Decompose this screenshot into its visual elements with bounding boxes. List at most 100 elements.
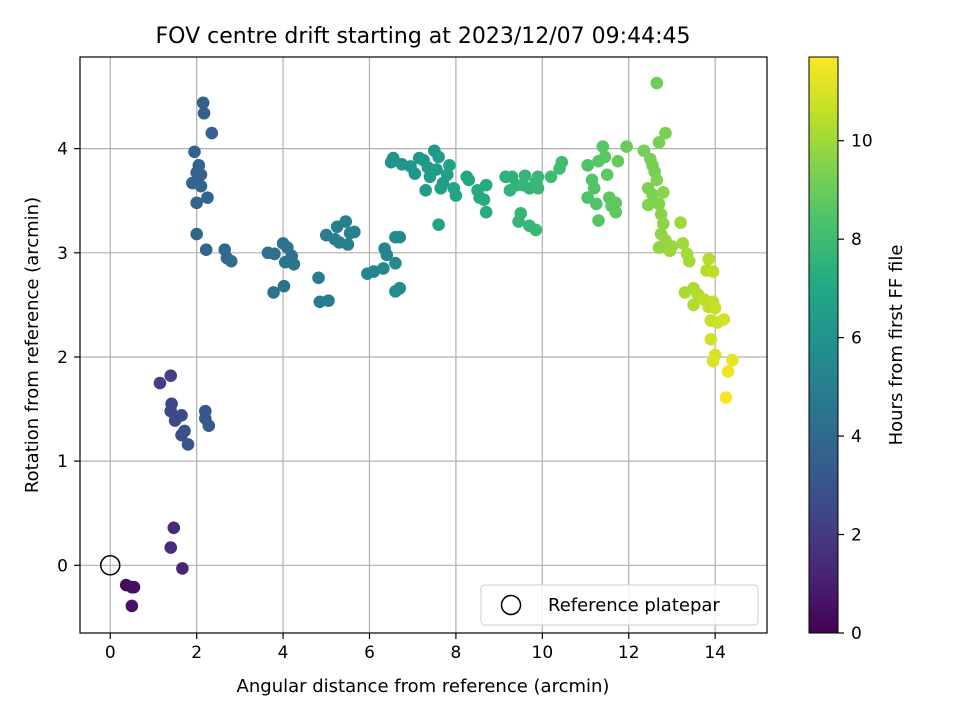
- colorbar-tick-label: 2: [851, 526, 862, 546]
- x-axis-label: Angular distance from reference (arcmin): [237, 676, 610, 697]
- data-point: [393, 230, 407, 244]
- x-tick-label: 10: [532, 643, 554, 663]
- x-tick-label: 12: [618, 643, 640, 663]
- data-point: [430, 163, 443, 176]
- data-point: [277, 279, 291, 293]
- data-point: [125, 599, 139, 613]
- data-point: [164, 541, 178, 554]
- data-point: [164, 404, 178, 418]
- data-point: [205, 126, 219, 140]
- data-point: [443, 159, 456, 172]
- data-point: [512, 215, 525, 228]
- data-point: [708, 301, 722, 315]
- data-point: [652, 241, 666, 254]
- reference-point-marker: [99, 555, 121, 576]
- data-point: [393, 281, 407, 295]
- data-point: [341, 238, 355, 251]
- data-point: [674, 216, 687, 229]
- data-point: [322, 294, 335, 308]
- data-point: [164, 369, 178, 383]
- colorbar-tick-label: 10: [851, 132, 873, 152]
- x-tick-label: 2: [191, 643, 202, 663]
- x-tick-label: 6: [364, 643, 375, 663]
- data-point: [127, 580, 141, 594]
- data-point: [650, 76, 664, 90]
- data-point: [600, 168, 614, 181]
- x-tick-label: 4: [278, 643, 289, 663]
- data-point: [190, 227, 203, 241]
- data-point: [682, 254, 696, 268]
- data-point: [704, 332, 718, 346]
- data-point: [377, 262, 390, 275]
- data-point: [268, 247, 281, 261]
- data-point: [178, 424, 191, 438]
- data-point: [665, 240, 679, 253]
- colorbar-ticks: 0 2 4 6 8 10: [838, 132, 873, 644]
- data-point: [462, 173, 476, 187]
- data-point: [181, 438, 195, 451]
- colorbar-tick-label: 6: [851, 329, 862, 349]
- y-tick-label: 4: [57, 140, 68, 160]
- data-point: [652, 136, 666, 149]
- data-point: [267, 286, 280, 299]
- data-point: [449, 189, 463, 202]
- legend: Reference platepar: [480, 584, 759, 626]
- data-point: [312, 271, 325, 285]
- data-point: [408, 167, 422, 180]
- data-point: [479, 205, 493, 219]
- data-point: [721, 365, 735, 378]
- data-point: [386, 151, 400, 165]
- data-point: [687, 298, 700, 312]
- y-tick-label: 2: [57, 348, 68, 368]
- legend-label-reference: Reference platepar: [548, 595, 720, 616]
- data-point: [596, 140, 610, 153]
- data-point: [657, 217, 670, 230]
- data-point: [419, 184, 432, 197]
- data-point: [544, 170, 558, 184]
- data-point: [702, 252, 715, 266]
- x-tick-label: 14: [704, 643, 726, 663]
- data-point: [175, 409, 188, 422]
- colorbar-tick-label: 0: [851, 624, 862, 644]
- data-point: [194, 168, 208, 181]
- data-point: [176, 562, 189, 575]
- data-point: [153, 376, 167, 390]
- colorbar-label: Hours from first FF file: [886, 245, 907, 446]
- data-point: [590, 197, 603, 211]
- data-point: [641, 198, 655, 212]
- data-point: [518, 169, 532, 183]
- data-point: [659, 126, 672, 140]
- data-point: [339, 215, 353, 228]
- data-point: [202, 419, 216, 433]
- x-tick-label: 8: [450, 643, 461, 663]
- data-point: [348, 225, 361, 239]
- data-point: [224, 254, 238, 268]
- data-point: [477, 193, 491, 206]
- data-point: [367, 265, 381, 278]
- data-point: [389, 256, 402, 270]
- data-point: [620, 140, 633, 153]
- y-axis-ticks: 0 1 2 3 4: [57, 140, 80, 576]
- data-point: [706, 354, 720, 368]
- data-point: [719, 391, 733, 404]
- points-layer: [119, 76, 739, 613]
- data-point: [592, 214, 605, 227]
- data-point: [531, 181, 545, 195]
- y-tick-label: 3: [57, 244, 68, 264]
- data-point: [188, 145, 201, 159]
- data-point: [581, 191, 594, 204]
- data-point: [598, 150, 612, 164]
- plot-frame: [79, 56, 768, 634]
- data-point: [650, 173, 664, 187]
- data-point: [432, 150, 445, 164]
- data-point: [479, 178, 493, 192]
- data-point: [676, 237, 690, 250]
- data-point: [652, 197, 666, 211]
- colorbar: 0 2 4 6 8 10 Hours from first FF file: [808, 56, 907, 644]
- legend-box: [480, 584, 759, 626]
- data-point: [717, 313, 731, 326]
- data-point: [529, 223, 543, 237]
- data-point: [706, 265, 720, 278]
- data-point: [167, 521, 181, 535]
